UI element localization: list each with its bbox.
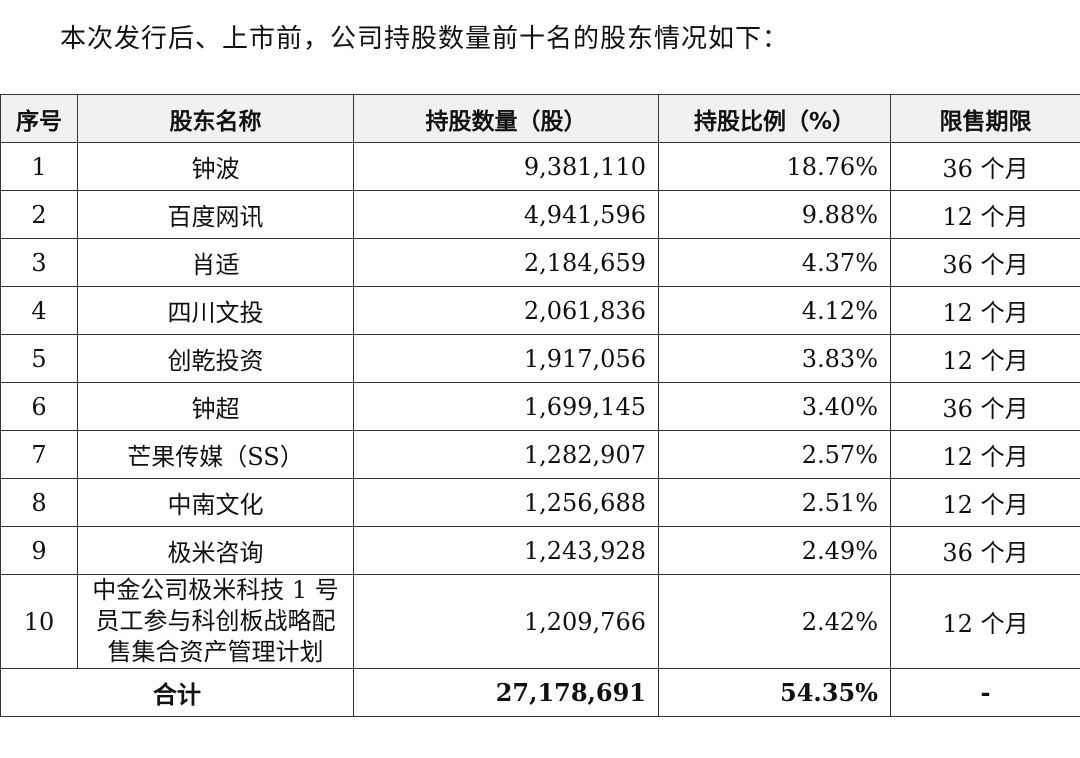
row-lockup: 12 个月 xyxy=(890,334,1080,383)
table-row: 2 百度网讯 4,941,596 9.88% 12 个月 xyxy=(0,190,1080,239)
row-lockup: 12 个月 xyxy=(890,478,1080,527)
row-no: 8 xyxy=(0,478,78,527)
row-name: 极米咨询 xyxy=(77,526,354,575)
row-ratio: 4.37% xyxy=(658,238,891,287)
intro-text: 本次发行后、上市前，公司持股数量前十名的股东情况如下： xyxy=(60,24,790,54)
row-no: 6 xyxy=(0,382,78,431)
row-lockup: 36 个月 xyxy=(890,142,1080,191)
row-ratio: 3.40% xyxy=(658,382,891,431)
row-no: 4 xyxy=(0,286,78,335)
row-name: 芒果传媒（SS） xyxy=(77,430,354,479)
row-no: 3 xyxy=(0,238,78,287)
row-shares: 1,917,056 xyxy=(353,334,659,383)
total-lockup: - xyxy=(890,668,1080,717)
row-no: 2 xyxy=(0,190,78,239)
row-no: 7 xyxy=(0,430,78,479)
table-row: 9 极米咨询 1,243,928 2.49% 36 个月 xyxy=(0,526,1080,575)
table-row: 4 四川文投 2,061,836 4.12% 12 个月 xyxy=(0,286,1080,335)
table-row: 10 中金公司极米科技 1 号员工参与科创板战略配售集合资产管理计划 1,209… xyxy=(0,574,1080,669)
header-name: 股东名称 xyxy=(77,94,354,143)
header-lockup: 限售期限 xyxy=(890,94,1080,143)
row-no: 1 xyxy=(0,142,78,191)
table-row: 3 肖适 2,184,659 4.37% 36 个月 xyxy=(0,238,1080,287)
row-ratio: 18.76% xyxy=(658,142,891,191)
row-shares: 2,061,836 xyxy=(353,286,659,335)
row-lockup: 36 个月 xyxy=(890,238,1080,287)
row-lockup: 12 个月 xyxy=(890,286,1080,335)
row-no: 5 xyxy=(0,334,78,383)
row-ratio: 3.83% xyxy=(658,334,891,383)
row-name: 钟超 xyxy=(77,382,354,431)
row-shares: 9,381,110 xyxy=(353,142,659,191)
table-row: 1 钟波 9,381,110 18.76% 36 个月 xyxy=(0,142,1080,191)
row-shares: 1,282,907 xyxy=(353,430,659,479)
row-name: 四川文投 xyxy=(77,286,354,335)
row-name: 创乾投资 xyxy=(77,334,354,383)
row-ratio: 9.88% xyxy=(658,190,891,239)
row-shares: 2,184,659 xyxy=(353,238,659,287)
top-ten-shareholders-table: 序号 股东名称 持股数量（股） 持股比例（%） 限售期限 1 钟波 9,381,… xyxy=(0,94,1080,717)
header-no: 序号 xyxy=(0,94,78,143)
header-ratio: 持股比例（%） xyxy=(658,94,891,143)
row-name: 钟波 xyxy=(77,142,354,191)
table-row: 7 芒果传媒（SS） 1,282,907 2.57% 12 个月 xyxy=(0,430,1080,479)
table-header-row: 序号 股东名称 持股数量（股） 持股比例（%） 限售期限 xyxy=(0,94,1080,143)
total-ratio: 54.35% xyxy=(658,668,891,717)
total-label: 合计 xyxy=(0,668,354,717)
row-name: 百度网讯 xyxy=(77,190,354,239)
row-lockup: 12 个月 xyxy=(890,574,1080,669)
row-name: 肖适 xyxy=(77,238,354,287)
row-no: 9 xyxy=(0,526,78,575)
row-name: 中金公司极米科技 1 号员工参与科创板战略配售集合资产管理计划 xyxy=(77,574,354,669)
table-row: 6 钟超 1,699,145 3.40% 36 个月 xyxy=(0,382,1080,431)
row-lockup: 36 个月 xyxy=(890,382,1080,431)
row-lockup: 36 个月 xyxy=(890,526,1080,575)
row-ratio: 2.42% xyxy=(658,574,891,669)
row-no: 10 xyxy=(0,574,78,669)
row-shares: 1,243,928 xyxy=(353,526,659,575)
row-name: 中南文化 xyxy=(77,478,354,527)
row-shares: 1,699,145 xyxy=(353,382,659,431)
row-shares: 1,209,766 xyxy=(353,574,659,669)
row-ratio: 2.49% xyxy=(658,526,891,575)
row-shares: 1,256,688 xyxy=(353,478,659,527)
row-ratio: 2.57% xyxy=(658,430,891,479)
table-row: 8 中南文化 1,256,688 2.51% 12 个月 xyxy=(0,478,1080,527)
row-lockup: 12 个月 xyxy=(890,190,1080,239)
row-ratio: 4.12% xyxy=(658,286,891,335)
total-shares: 27,178,691 xyxy=(353,668,659,717)
row-lockup: 12 个月 xyxy=(890,430,1080,479)
row-shares: 4,941,596 xyxy=(353,190,659,239)
row-ratio: 2.51% xyxy=(658,478,891,527)
total-row: 合计 27,178,691 54.35% - xyxy=(0,668,1080,717)
table-row: 5 创乾投资 1,917,056 3.83% 12 个月 xyxy=(0,334,1080,383)
header-shares: 持股数量（股） xyxy=(353,94,659,143)
